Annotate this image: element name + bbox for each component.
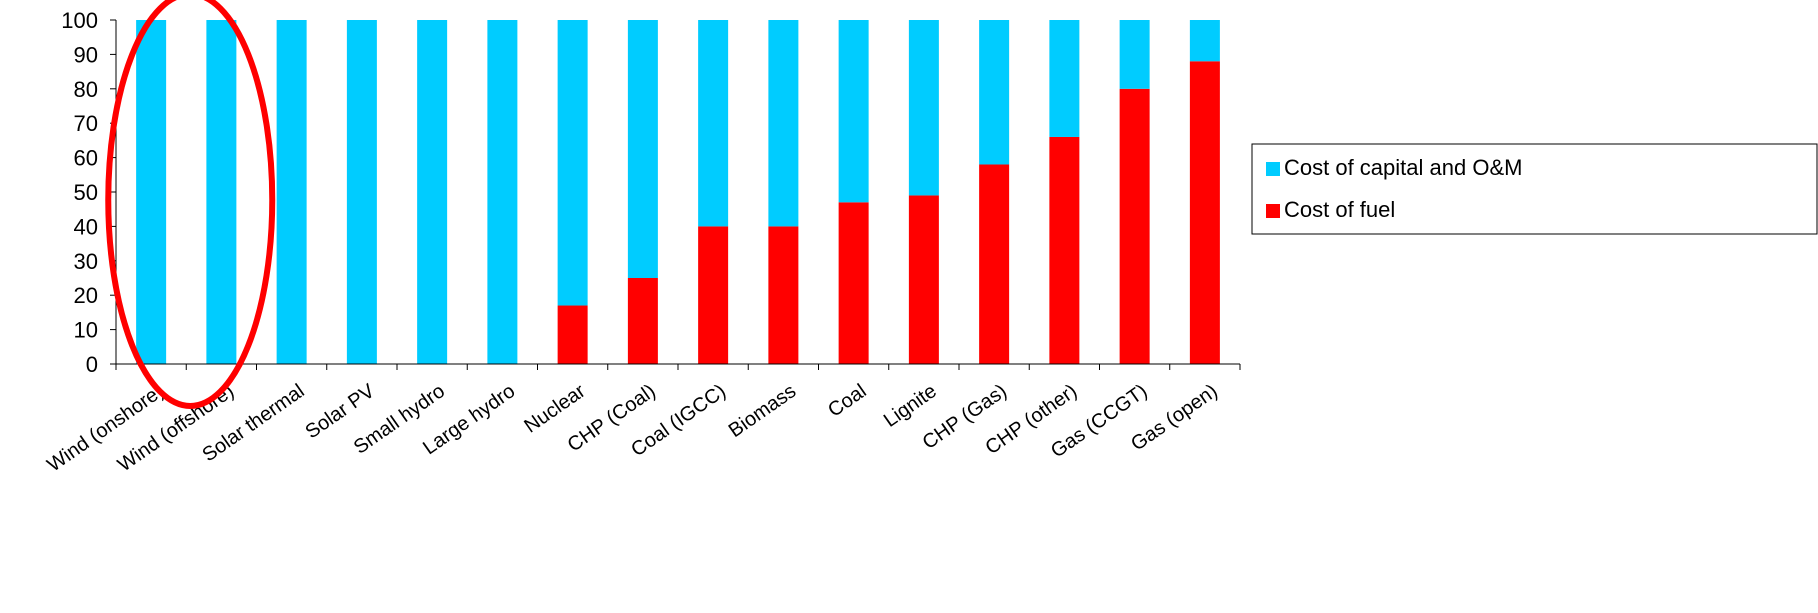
bar-segment-capital-om xyxy=(276,20,307,364)
bar-segment-capital-om xyxy=(417,20,448,364)
legend-label: Cost of fuel xyxy=(1284,197,1395,222)
bar-segment-capital-om xyxy=(1119,20,1150,89)
bar-segment-fuel xyxy=(698,226,729,364)
bar-segment-fuel xyxy=(1049,136,1080,364)
bar-segment-fuel xyxy=(557,305,588,364)
bar-segment-capital-om xyxy=(1189,20,1220,62)
y-tick-label: 90 xyxy=(74,42,98,67)
bar-segment-capital-om xyxy=(487,20,518,364)
y-tick-label: 30 xyxy=(74,249,98,274)
bar-segment-fuel xyxy=(1119,88,1150,365)
highlight-ellipse xyxy=(105,0,276,409)
y-tick-label: 10 xyxy=(74,318,98,343)
y-tick-label: 80 xyxy=(74,77,98,102)
axes-layer: 0 10 20 30 40 50 60 70 80 90 100 xyxy=(61,8,1241,377)
x-tick-label: Wind (onshore) xyxy=(43,380,168,476)
x-tick-label: Coal xyxy=(824,380,870,422)
y-tick-label: 20 xyxy=(74,283,98,308)
bar-segment-capital-om xyxy=(557,20,588,306)
bar-segment-fuel xyxy=(627,278,658,364)
bar-segment-capital-om xyxy=(346,20,377,364)
bar-segment-capital-om xyxy=(698,20,729,227)
x-tick-label: Lignite xyxy=(880,380,941,432)
bar-segment-capital-om xyxy=(136,20,167,364)
bar-segment-capital-om xyxy=(768,20,799,227)
y-tick-label: 70 xyxy=(74,111,98,136)
legend: Cost of capital and O&M Cost of fuel xyxy=(1251,143,1818,235)
legend-swatch xyxy=(1266,204,1280,218)
bar-segment-fuel xyxy=(838,202,869,364)
y-tick-label: 60 xyxy=(74,146,98,171)
bar-segment-fuel xyxy=(1189,61,1220,364)
bar-segment-capital-om xyxy=(979,20,1010,165)
y-tick-label: 50 xyxy=(74,180,98,205)
y-tick-label: 0 xyxy=(86,352,98,377)
bar-segment-capital-om xyxy=(206,20,237,364)
annotation-layer xyxy=(105,0,276,409)
x-tick-label: Biomass xyxy=(725,380,800,442)
y-tick-label: 100 xyxy=(61,8,98,33)
bar-segment-capital-om xyxy=(908,20,939,196)
bar-segment-fuel xyxy=(908,195,939,364)
legend-swatch xyxy=(1266,162,1280,176)
legend-label: Cost of capital and O&M xyxy=(1284,155,1522,180)
bar-segment-capital-om xyxy=(838,20,869,203)
bar-segment-fuel xyxy=(768,226,799,364)
bars-layer xyxy=(136,20,1220,365)
bar-segment-fuel xyxy=(979,164,1010,364)
bar-segment-capital-om xyxy=(627,20,658,278)
bar-segment-capital-om xyxy=(1049,20,1080,137)
y-tick-label: 40 xyxy=(74,214,98,239)
legend-box xyxy=(1251,143,1818,235)
